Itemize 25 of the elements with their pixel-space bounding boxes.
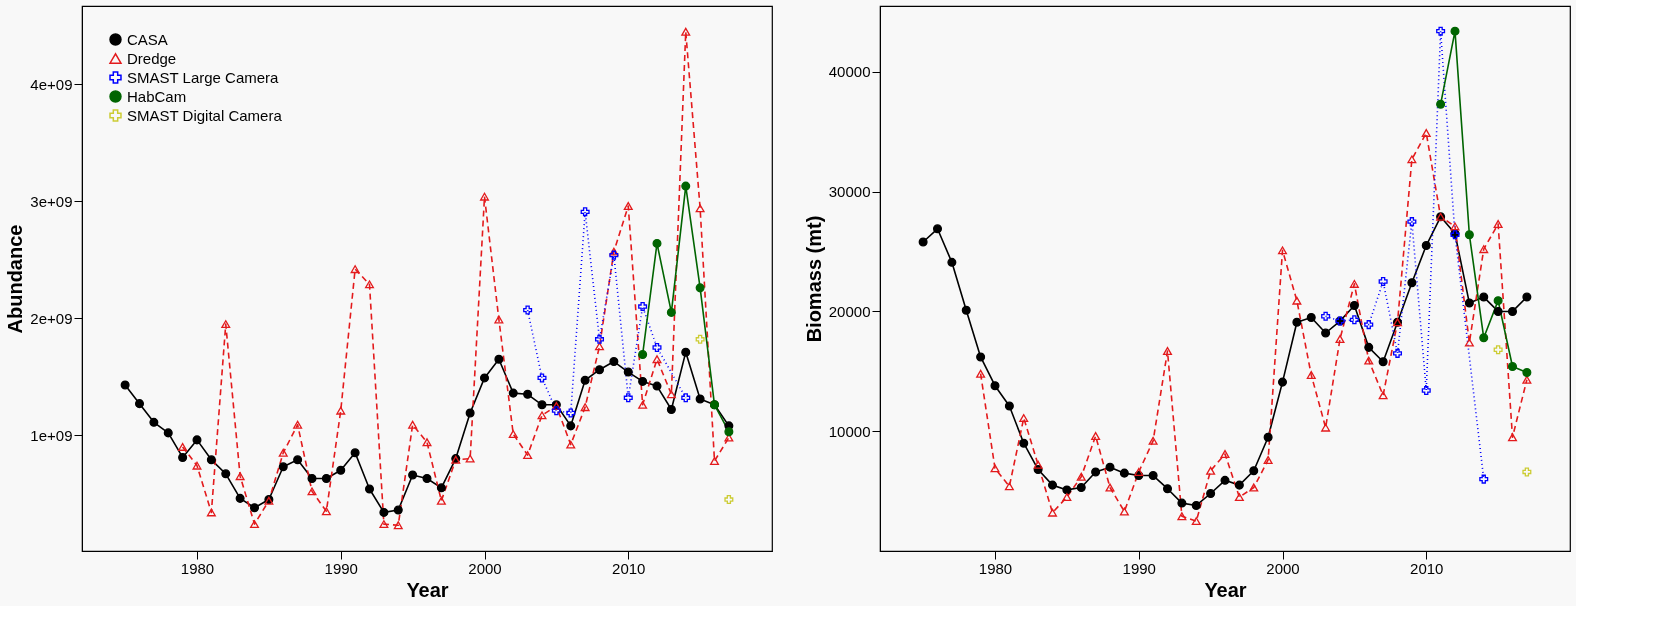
y-tick-label: 3e+09 xyxy=(30,192,73,210)
x-tick-label: 2000 xyxy=(468,559,502,577)
y-tick-label: 4e+09 xyxy=(30,75,73,93)
y-tick-label: 30000 xyxy=(828,183,871,201)
y-tick-label: 1e+09 xyxy=(30,426,73,444)
x-tick-label: 2010 xyxy=(612,559,646,577)
x-axis-title: Year xyxy=(406,578,449,601)
legend-label: SMAST Large Camera xyxy=(127,68,280,86)
y-tick-label: 40000 xyxy=(828,63,871,81)
y-tick-label: 10000 xyxy=(828,422,871,440)
x-tick-label: 2000 xyxy=(1266,559,1300,577)
x-tick-label: 1980 xyxy=(180,559,215,577)
legend-label: HabCam xyxy=(127,87,187,105)
legend-label: SMAST Digital Camera xyxy=(127,106,283,124)
y-axis-title: Abundance xyxy=(4,224,27,334)
legend-label: Dredge xyxy=(127,49,177,67)
legend-label: CASA xyxy=(127,30,168,48)
x-tick-label: 2010 xyxy=(1410,559,1444,577)
x-tick-label: 1980 xyxy=(978,559,1013,577)
y-axis-title: Biomass (mt) xyxy=(802,215,825,343)
x-tick-label: 1990 xyxy=(1122,559,1156,577)
y-tick-label: 2e+09 xyxy=(30,309,73,327)
y-tick-label: 20000 xyxy=(828,302,871,320)
x-axis-title: Year xyxy=(1204,578,1247,601)
x-tick-label: 1990 xyxy=(324,559,358,577)
